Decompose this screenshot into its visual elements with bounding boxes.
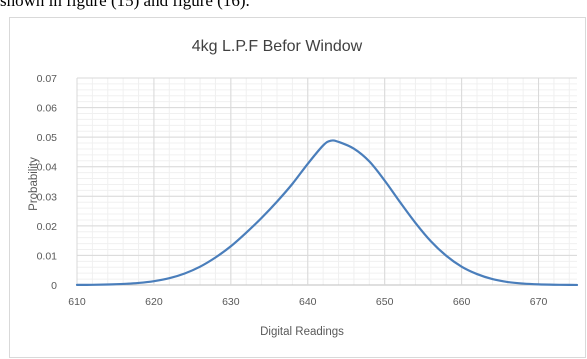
- x-axis-ticks: 610 620 630 640 650 660 670: [68, 296, 547, 308]
- y-tick-label: 0.03: [37, 191, 58, 203]
- series-line: [75, 139, 579, 287]
- y-tick-label: 0.05: [37, 132, 58, 144]
- x-tick-label: 610: [68, 296, 86, 308]
- y-axis-ticks: 0 0.01 0.02 0.03 0.04 0.05 0.06 0.07: [37, 73, 58, 292]
- y-tick-label: 0: [51, 280, 57, 292]
- y-tick-label: 0.04: [37, 162, 58, 174]
- caption-fragment: shown in figure (15) and figure (16).: [0, 0, 250, 10]
- series-group: [75, 139, 579, 287]
- chart-frame: 0 0.01 0.02 0.03 0.04 0.05 0.06 0.07 610 620 630 6…: [9, 17, 586, 358]
- y-tick-label: 0.06: [37, 103, 58, 115]
- x-tick-label: 620: [145, 296, 163, 308]
- chart-canvas: 00.010.020.030.040.050.060.07 610 620 630 6…: [28, 38, 579, 338]
- y-tick-label: 0.07: [37, 73, 58, 85]
- x-tick-label: 660: [453, 296, 471, 308]
- x-tick-label: 650: [376, 296, 394, 308]
- major-gridlines: [76, 77, 577, 286]
- x-tick-label: 670: [530, 296, 548, 308]
- y-tick-label: 0.01: [37, 250, 58, 262]
- y-tick-label: 0.02: [37, 221, 58, 233]
- y-axis-title: Probability: [28, 157, 40, 211]
- x-axis-title: Digital Readings: [260, 326, 344, 338]
- x-tick-label: 630: [222, 296, 240, 308]
- x-tick-label: 640: [299, 296, 317, 308]
- chart-title: 4kg L.P.F Befor Window: [192, 38, 363, 55]
- minor-gridlines: [76, 77, 577, 286]
